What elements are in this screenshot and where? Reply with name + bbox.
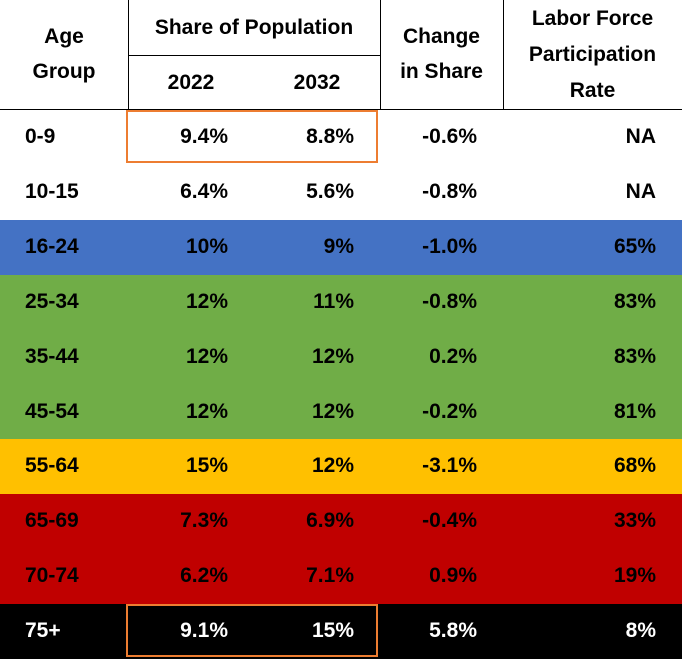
- highlight-box: [126, 110, 378, 163]
- header-cell: Change in Share: [380, 0, 503, 110]
- row-background: [0, 219, 682, 276]
- table-cell: -0.6%: [422, 125, 477, 148]
- header-cell: Labor Force Participation Rate: [503, 0, 682, 110]
- table-cell: 12%: [185, 344, 228, 368]
- row-background: [0, 494, 682, 550]
- row-background: [0, 329, 682, 385]
- table-cell: NA: [625, 125, 656, 148]
- table-cell: 5.8%: [429, 619, 477, 643]
- table-cell: 83%: [613, 344, 656, 368]
- table-cell: 6.9%: [306, 509, 354, 533]
- table-cell: -3.1%: [422, 454, 477, 478]
- table-cell: 0.9%: [429, 564, 477, 588]
- table-cell: 70-74: [25, 564, 79, 588]
- header-text: Share of Population: [154, 15, 354, 39]
- row-background: [0, 384, 682, 440]
- row-background: [0, 274, 682, 331]
- table-cell: 45-54: [25, 399, 79, 423]
- header-text: Age Group: [32, 25, 96, 83]
- table-cell: 5.6%: [306, 179, 354, 203]
- column-divider: [380, 0, 381, 110]
- table-cell: -0.8%: [422, 289, 477, 313]
- row-background: [0, 110, 682, 166]
- table-cell: 7.1%: [306, 564, 354, 588]
- table-cell: 33%: [613, 509, 656, 533]
- header-cell: 2022: [128, 56, 254, 110]
- table-cell: 83%: [613, 289, 656, 313]
- header-text: Change in Share: [400, 25, 483, 83]
- table-cell: 75+: [25, 619, 61, 643]
- table-cell: 0-9: [25, 125, 56, 148]
- table-cell: 10%: [185, 234, 228, 258]
- table-cell: 15%: [185, 454, 228, 478]
- table-cell: 19%: [613, 564, 656, 588]
- header-cell: Share of Population: [128, 0, 380, 55]
- header-cell: Age Group: [0, 0, 128, 110]
- table-cell: 12%: [311, 454, 354, 478]
- table-cell: 6.4%: [180, 179, 228, 203]
- table-cell: 6.2%: [180, 564, 228, 588]
- table-cell: 8%: [625, 619, 656, 643]
- table-cell: 0.2%: [429, 344, 477, 368]
- header-cell: 2032: [254, 56, 380, 110]
- table-cell: 35-44: [25, 344, 79, 368]
- header-text: 2022: [167, 71, 215, 95]
- highlight-box: [126, 604, 378, 657]
- table-cell: 9%: [323, 234, 354, 258]
- table-cell: -0.2%: [422, 399, 477, 423]
- column-divider: [128, 0, 129, 110]
- row-background: [0, 549, 682, 605]
- row-background: [0, 604, 682, 659]
- table-cell: -1.0%: [422, 234, 477, 258]
- table-cell: -0.4%: [422, 509, 477, 533]
- table-cell: 8.8%: [306, 125, 354, 148]
- table-cell: 12%: [185, 399, 228, 423]
- header-text: 2032: [293, 71, 341, 95]
- table-cell: 55-64: [25, 454, 79, 478]
- table-cell: 65%: [613, 234, 656, 258]
- column-divider: [503, 0, 504, 110]
- row-background: [0, 164, 682, 221]
- table-cell: 10-15: [25, 179, 79, 203]
- table-cell: 11%: [313, 289, 354, 313]
- table-cell: 12%: [311, 344, 354, 368]
- header-text: Labor Force Participation Rate: [528, 7, 657, 102]
- table-cell: 15%: [311, 619, 354, 643]
- table-cell: 9.4%: [180, 125, 228, 148]
- header-divider: [128, 55, 380, 56]
- row-background: [0, 439, 682, 495]
- table-cell: 65-69: [25, 509, 79, 533]
- table-cell: 12%: [185, 289, 228, 313]
- table-cell: 9.1%: [180, 619, 228, 643]
- table-cell: NA: [625, 179, 656, 203]
- table-cell: 81%: [613, 399, 656, 423]
- header-border: [0, 109, 682, 110]
- table-cell: 16-24: [25, 234, 79, 258]
- table-cell: 25-34: [25, 289, 79, 313]
- table-cell: 68%: [613, 454, 656, 478]
- table-cell: 12%: [311, 399, 354, 423]
- table-cell: -0.8%: [422, 179, 477, 203]
- table-cell: 7.3%: [180, 509, 228, 533]
